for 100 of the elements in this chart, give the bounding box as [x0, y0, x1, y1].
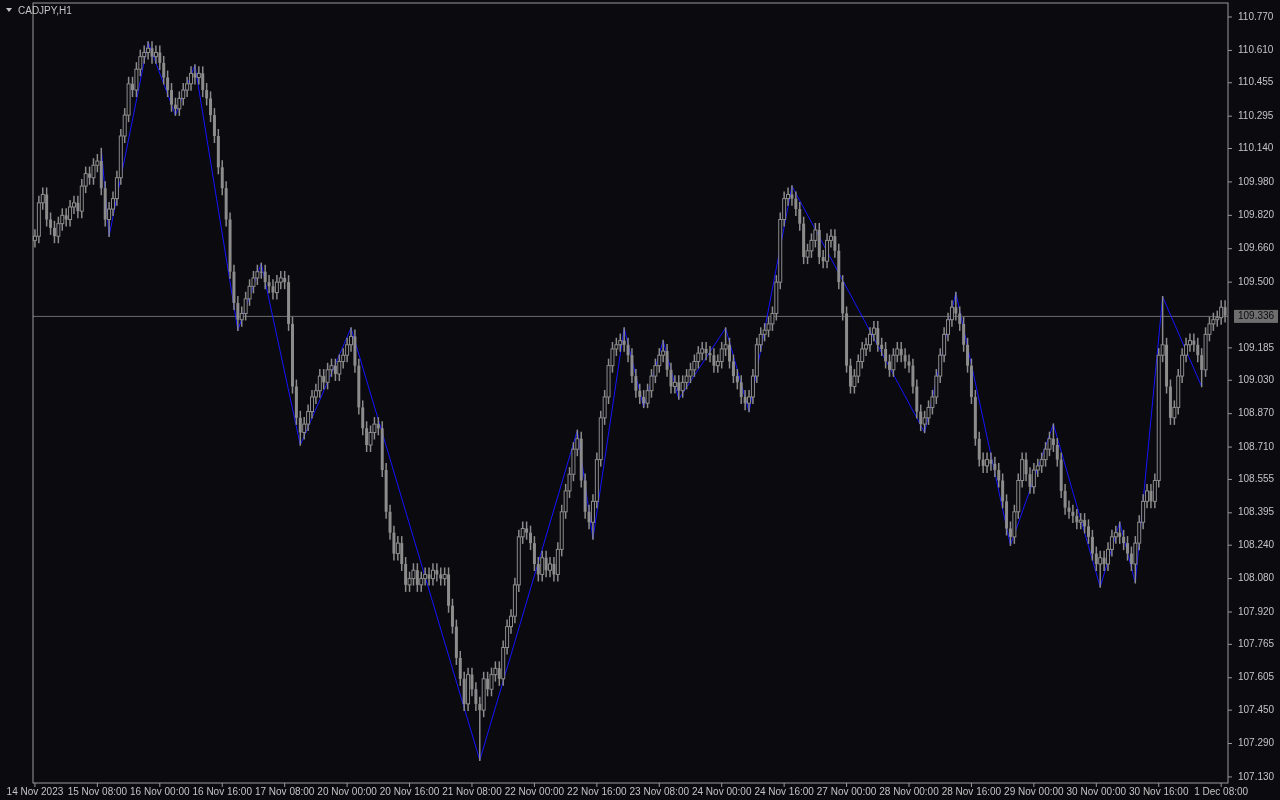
candlestick	[540, 550, 545, 582]
candlestick	[201, 66, 205, 98]
candlestick	[68, 199, 73, 227]
x-tick-label: 1 Dec 08:00	[1194, 786, 1249, 797]
y-tick-label: 110.140	[1238, 142, 1274, 154]
x-tick-label: 30 Nov 00:00	[1066, 786, 1127, 797]
candlestick	[536, 556, 540, 582]
candlestick	[1118, 521, 1122, 544]
candlestick	[1098, 550, 1103, 588]
chart-title: CADJPY,H1	[18, 5, 73, 16]
candlestick	[271, 279, 275, 300]
candlestick	[435, 563, 439, 582]
x-tick-label: 15 Nov 08:00	[67, 786, 128, 797]
candlestick	[365, 421, 369, 452]
candlestick	[64, 208, 68, 227]
candlestick	[1051, 423, 1055, 452]
y-tick-label: 107.450	[1238, 703, 1275, 715]
candlestick	[274, 275, 279, 300]
ref-line-label: 109.336	[1238, 310, 1275, 322]
y-tick-label: 110.295	[1238, 109, 1274, 121]
y-tick-label: 107.605	[1238, 671, 1275, 683]
y-tick-label: 107.130	[1238, 770, 1275, 782]
candlestick	[1071, 504, 1075, 523]
candlestick	[450, 598, 454, 634]
x-tick-label: 16 Nov 00:00	[130, 786, 190, 797]
y-tick-label: 108.080	[1238, 572, 1275, 584]
x-tick-label: 22 Nov 16:00	[567, 786, 628, 797]
x-tick-label: 17 Nov 08:00	[254, 786, 315, 797]
candlestick	[430, 563, 435, 586]
candlestick	[49, 212, 53, 235]
candlestick	[1192, 333, 1196, 352]
y-tick-label: 110.610	[1238, 44, 1274, 56]
candlestick	[298, 410, 302, 446]
candlestick	[322, 369, 326, 390]
candlestick	[954, 291, 958, 321]
candlestick	[1075, 508, 1079, 530]
candlestick	[290, 316, 294, 394]
candlestick	[400, 536, 404, 571]
candlestick	[91, 158, 96, 185]
candlestick	[1083, 513, 1087, 534]
y-tick-label: 107.920	[1238, 605, 1275, 617]
candlestick	[263, 264, 267, 290]
y-tick-label: 110.770	[1238, 10, 1274, 22]
candlestick	[333, 358, 337, 382]
candlestick	[993, 456, 997, 478]
candlestick	[712, 348, 716, 373]
y-tick-label: 108.240	[1238, 538, 1275, 550]
candlestick	[790, 185, 794, 206]
x-tick-label: 29 Nov 00:00	[1004, 786, 1065, 797]
candlestick	[439, 567, 443, 586]
candlestick	[1219, 300, 1224, 325]
x-tick-label: 20 Nov 00:00	[317, 786, 378, 797]
candlestick	[529, 525, 533, 551]
line-series	[100, 41, 1203, 761]
candlestick	[962, 316, 966, 352]
candlestick	[146, 41, 151, 60]
y-tick-label: 108.555	[1238, 473, 1275, 485]
y-tick-label: 109.185	[1238, 341, 1275, 353]
candlestick	[325, 362, 330, 390]
candlestick	[876, 321, 880, 352]
candlestick	[1087, 519, 1090, 544]
candlestick	[1126, 536, 1130, 561]
candlestick	[677, 375, 681, 400]
candlestick	[1149, 483, 1153, 509]
candlestick	[884, 341, 888, 369]
x-tick-label: 24 Nov 16:00	[754, 786, 815, 797]
x-tick-label: 28 Nov 00:00	[879, 786, 940, 797]
y-tick-label: 110.455	[1238, 76, 1274, 88]
y-tick-label: 107.765	[1238, 638, 1275, 650]
candlestick	[170, 83, 174, 112]
candlestick	[193, 64, 197, 85]
x-tick-label: 21 Nov 08:00	[442, 786, 503, 797]
candlestick	[1031, 463, 1036, 494]
candlestick	[1122, 529, 1126, 551]
candlestick	[903, 348, 907, 369]
candlestick	[404, 556, 408, 592]
x-tick-label: 20 Nov 16:00	[379, 786, 440, 797]
y-tick-label: 109.980	[1238, 175, 1275, 187]
x-tick-label: 27 Nov 00:00	[816, 786, 877, 797]
x-tick-label: 16 Nov 16:00	[192, 786, 253, 797]
candlestick	[544, 550, 548, 578]
candlestick	[415, 563, 419, 592]
candlestick	[205, 83, 209, 106]
x-tick-label: 22 Nov 00:00	[504, 786, 565, 797]
y-tick-label: 109.500	[1238, 275, 1275, 287]
candlestick	[825, 233, 830, 269]
y-tick-label: 108.870	[1238, 407, 1275, 419]
x-tick-label: 14 Nov 2023	[6, 786, 64, 797]
candlestick	[1129, 546, 1133, 571]
y-tick-label: 109.660	[1238, 242, 1275, 254]
y-tick-label: 107.290	[1238, 737, 1275, 749]
y-tick-label: 108.395	[1238, 506, 1275, 518]
x-tick-label: 30 Nov 16:00	[1128, 786, 1189, 797]
y-tick-label: 109.030	[1238, 373, 1275, 385]
candlestick	[209, 91, 213, 123]
candlestick	[153, 45, 158, 64]
candlestick	[150, 41, 154, 64]
candlestick	[731, 354, 735, 384]
x-tick-label: 28 Nov 16:00	[941, 786, 1002, 797]
candlestick	[1223, 300, 1227, 323]
